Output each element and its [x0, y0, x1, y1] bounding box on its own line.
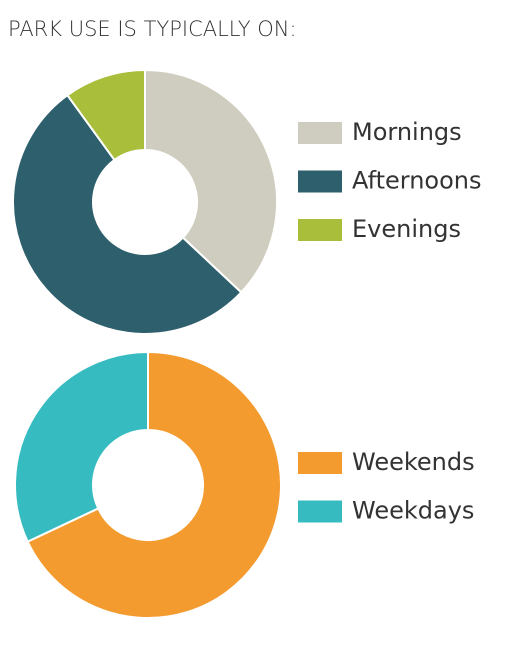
donut-slice — [66, 68, 146, 162]
legend-swatch — [298, 452, 342, 474]
page-title: PARK USE IS TYPICALLY ON: — [8, 17, 297, 41]
donut-slice — [144, 68, 278, 294]
legend-label: Weekdays — [352, 497, 474, 525]
legend-swatch — [298, 170, 342, 193]
legend-swatch — [298, 500, 342, 523]
donut-slice — [14, 350, 149, 543]
donut-slice — [12, 93, 243, 335]
legend-label: Evenings — [352, 215, 461, 243]
donut-slice — [26, 350, 282, 619]
legend-label: Afternoons — [352, 167, 482, 195]
legend-swatch — [298, 122, 342, 144]
legend-label: Weekends — [352, 448, 475, 476]
legend-swatch — [298, 219, 342, 241]
legend-label: Mornings — [352, 118, 462, 146]
